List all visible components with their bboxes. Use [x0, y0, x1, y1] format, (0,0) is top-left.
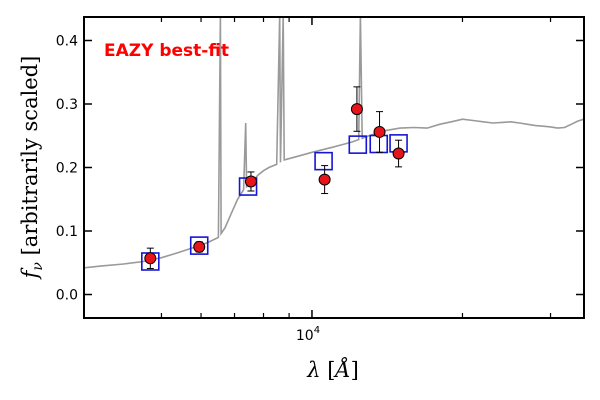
observed-point [318, 173, 331, 186]
model-photometry-box [369, 134, 389, 154]
plot-frame [83, 16, 585, 319]
model-photometry-box [348, 135, 368, 154]
y-tick-label: 0.1 [56, 224, 78, 240]
observed-point [392, 147, 405, 160]
observed-point [244, 175, 257, 188]
y-tick-label: 0.2 [56, 161, 78, 177]
y-tick-label: 0.0 [56, 288, 78, 304]
x-axis-title: λ [Å] [306, 357, 359, 382]
model-photometry-box [189, 236, 209, 255]
y-tick-label: 0.4 [56, 33, 78, 49]
observed-point [350, 103, 363, 116]
annotation-label: EAZY best-fit [104, 41, 229, 61]
sed-line [84, 17, 584, 269]
y-axis-title: fν [arbitrarily scaled] [18, 56, 46, 281]
x-tick-label: 104 [296, 325, 320, 344]
model-photometry-box [314, 151, 333, 171]
y-tick-label: 0.3 [56, 97, 78, 113]
axes: 0.0 0.1 0.2 0.3 0.4 104 [56, 17, 584, 344]
observed-point [373, 125, 386, 138]
observed-point [193, 240, 206, 253]
observed-point [144, 252, 157, 265]
plot-area [84, 17, 584, 271]
plot-content [84, 17, 584, 271]
